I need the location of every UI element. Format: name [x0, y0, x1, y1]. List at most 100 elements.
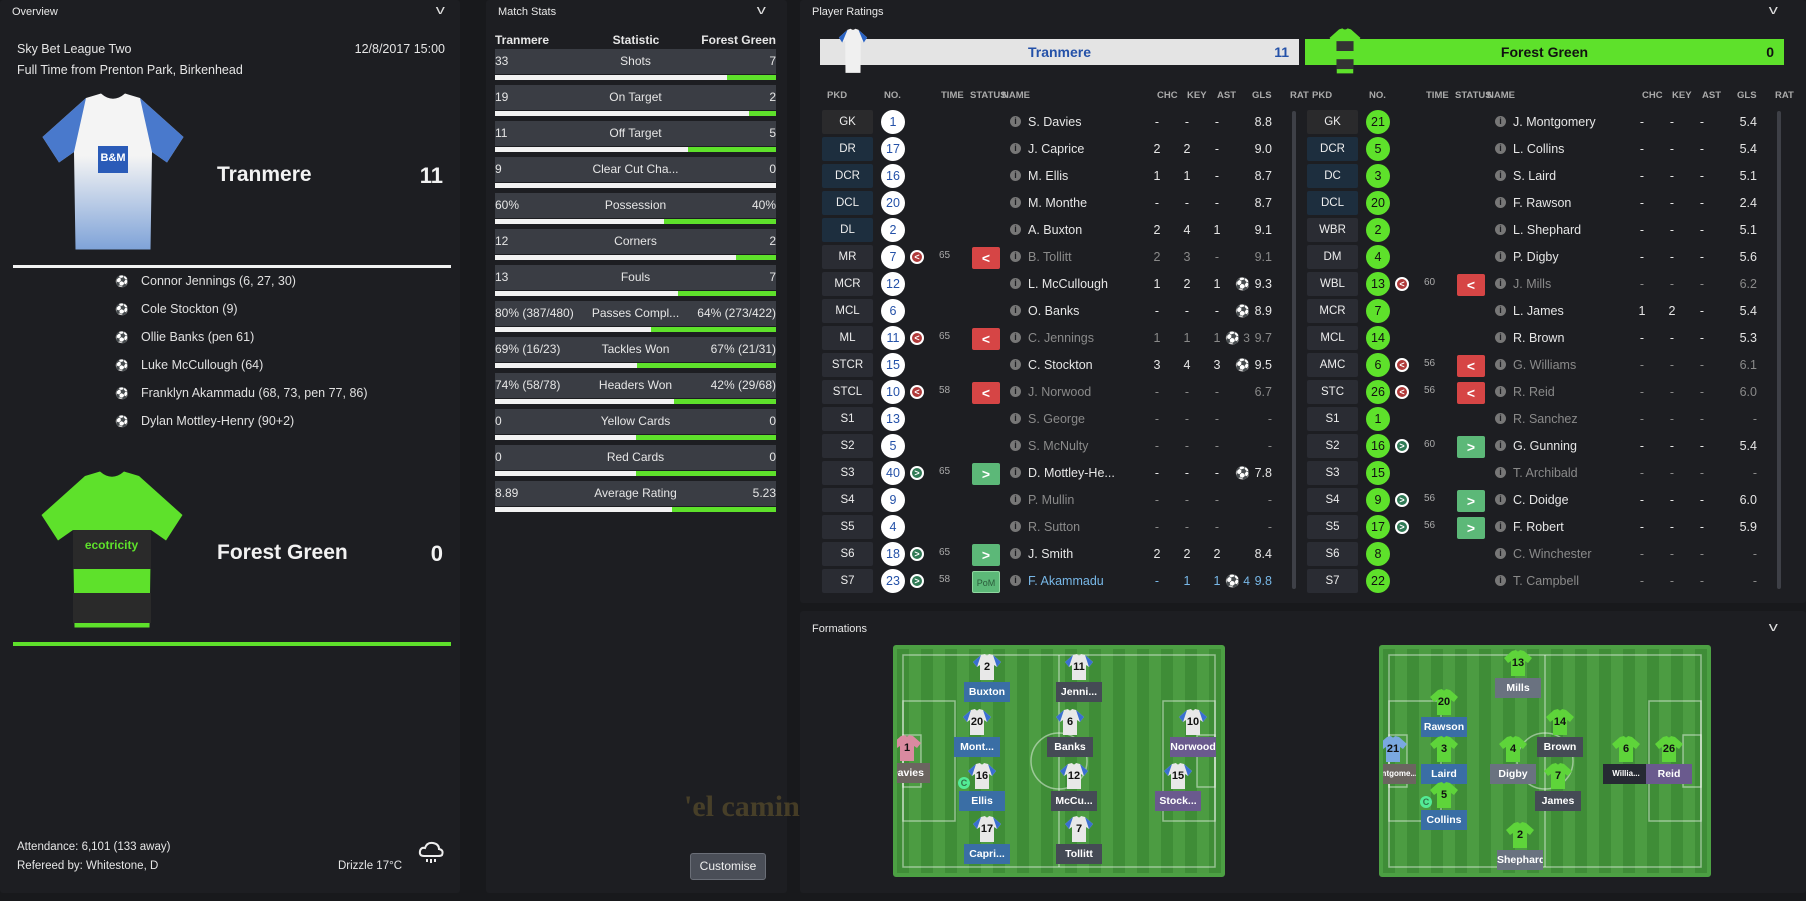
- column-header-pkd[interactable]: PKD: [1312, 90, 1333, 101]
- column-header-status[interactable]: STATUS: [1455, 90, 1492, 101]
- player-name[interactable]: C. Jennings: [1028, 331, 1095, 345]
- info-icon[interactable]: i: [1010, 251, 1021, 262]
- player-row[interactable]: MCR 7 i L. James 1 2 - 5.4: [1307, 299, 1777, 323]
- info-icon[interactable]: i: [1495, 494, 1506, 505]
- info-icon[interactable]: i: [1010, 413, 1021, 424]
- column-header-gls[interactable]: GLS: [1252, 90, 1272, 101]
- info-icon[interactable]: i: [1495, 251, 1506, 262]
- player-row[interactable]: S4 9 i P. Mullin - - - -: [822, 488, 1292, 512]
- player-name[interactable]: T. Campbell: [1513, 574, 1579, 588]
- player-row[interactable]: S4 9 >56 > i C. Doidge - - - 6.0: [1307, 488, 1777, 512]
- player-row[interactable]: DCR 5 i L. Collins - - - 5.4: [1307, 137, 1777, 161]
- info-icon[interactable]: i: [1495, 143, 1506, 154]
- player-name[interactable]: L. Collins: [1513, 142, 1565, 156]
- player-row[interactable]: S2 5 i S. McNulty - - - -: [822, 434, 1292, 458]
- player-name[interactable]: M. Ellis: [1028, 169, 1069, 183]
- away-scrollbar[interactable]: [1777, 111, 1781, 589]
- column-header-time[interactable]: TIME: [1426, 90, 1449, 101]
- info-icon[interactable]: i: [1495, 521, 1506, 532]
- info-icon[interactable]: i: [1495, 359, 1506, 370]
- customise-button[interactable]: Customise: [690, 853, 766, 880]
- player-name[interactable]: C. Winchester: [1513, 547, 1592, 561]
- player-name[interactable]: D. Mottley-He...: [1028, 466, 1115, 480]
- player-row[interactable]: S3 15 i T. Archibald - - - -: [1307, 461, 1777, 485]
- info-icon[interactable]: i: [1010, 143, 1021, 154]
- player-name[interactable]: F. Rawson: [1513, 196, 1572, 210]
- player-name[interactable]: A. Buxton: [1028, 223, 1083, 237]
- player-name[interactable]: J. Montgomery: [1513, 115, 1596, 129]
- player-row[interactable]: DCL 20 i F. Rawson - - - 2.4: [1307, 191, 1777, 215]
- column-header-name[interactable]: NAME: [1487, 90, 1515, 101]
- column-header-rat[interactable]: RAT: [1290, 90, 1309, 101]
- info-icon[interactable]: i: [1010, 359, 1021, 370]
- player-name[interactable]: J. Mills: [1513, 277, 1552, 291]
- player-name[interactable]: J. Caprice: [1028, 142, 1085, 156]
- player-row[interactable]: DR 17 i J. Caprice 2 2 - 9.0: [822, 137, 1292, 161]
- info-icon[interactable]: i: [1010, 332, 1021, 343]
- player-name[interactable]: R. Sutton: [1028, 520, 1081, 534]
- player-name[interactable]: J. Smith: [1028, 547, 1074, 561]
- player-row[interactable]: STCR 15 i C. Stockton 3 4 3 ⚽ 9.5: [822, 353, 1292, 377]
- player-row[interactable]: WBL 13 <60 < i J. Mills - - - 6.2: [1307, 272, 1777, 296]
- info-icon[interactable]: i: [1495, 305, 1506, 316]
- player-row[interactable]: MCL 6 i O. Banks - - - ⚽ 8.9: [822, 299, 1292, 323]
- player-row[interactable]: DM 4 i P. Digby - - - 5.6: [1307, 245, 1777, 269]
- player-name[interactable]: B. Tollitt: [1028, 250, 1072, 264]
- player-name[interactable]: T. Archibald: [1513, 466, 1578, 480]
- column-header-no[interactable]: NO.: [884, 90, 901, 101]
- player-row[interactable]: S6 8 i C. Winchester - - - -: [1307, 542, 1777, 566]
- info-icon[interactable]: i: [1010, 386, 1021, 397]
- info-icon[interactable]: i: [1010, 224, 1021, 235]
- player-row[interactable]: S3 40 >65 > i D. Mottley-He... - - - ⚽ 7.8: [822, 461, 1292, 485]
- player-row[interactable]: WBR 2 i L. Shephard - - - 5.1: [1307, 218, 1777, 242]
- column-header-key[interactable]: KEY: [1672, 90, 1692, 101]
- player-row[interactable]: DL 2 i A. Buxton 2 4 1 9.1: [822, 218, 1292, 242]
- player-row[interactable]: GK 1 i S. Davies - - - 8.8: [822, 110, 1292, 134]
- column-header-ast[interactable]: AST: [1702, 90, 1721, 101]
- info-icon[interactable]: i: [1010, 197, 1021, 208]
- info-icon[interactable]: i: [1010, 116, 1021, 127]
- info-icon[interactable]: i: [1010, 548, 1021, 559]
- info-icon[interactable]: i: [1010, 278, 1021, 289]
- info-icon[interactable]: i: [1010, 440, 1021, 451]
- player-name[interactable]: R. Sanchez: [1513, 412, 1578, 426]
- info-icon[interactable]: i: [1495, 197, 1506, 208]
- player-row[interactable]: S5 4 i R. Sutton - - - -: [822, 515, 1292, 539]
- player-row[interactable]: S7 22 i T. Campbell - - - -: [1307, 569, 1777, 593]
- player-name[interactable]: P. Digby: [1513, 250, 1559, 264]
- column-header-chc[interactable]: CHC: [1157, 90, 1178, 101]
- player-name[interactable]: S. McNulty: [1028, 439, 1089, 453]
- player-row[interactable]: STCL 10 <58 < i J. Norwood - - - 6.7: [822, 380, 1292, 404]
- info-icon[interactable]: i: [1495, 386, 1506, 397]
- info-icon[interactable]: i: [1495, 575, 1506, 586]
- player-name[interactable]: O. Banks: [1028, 304, 1080, 318]
- player-name[interactable]: C. Stockton: [1028, 358, 1093, 372]
- column-header-time[interactable]: TIME: [941, 90, 964, 101]
- home-scrollbar[interactable]: [1292, 111, 1296, 589]
- player-row[interactable]: S2 16 >60 > i G. Gunning - - - 5.4: [1307, 434, 1777, 458]
- player-name[interactable]: F. Akammadu: [1028, 574, 1104, 588]
- column-header-chc[interactable]: CHC: [1642, 90, 1663, 101]
- info-icon[interactable]: i: [1010, 170, 1021, 181]
- info-icon[interactable]: i: [1495, 548, 1506, 559]
- info-icon[interactable]: i: [1495, 116, 1506, 127]
- info-icon[interactable]: i: [1495, 467, 1506, 478]
- player-row[interactable]: DCL 20 i M. Monthe - - - 8.7: [822, 191, 1292, 215]
- player-row[interactable]: S7 23 >58 PoM i F. Akammadu - 1 1 ⚽ 4 9.8: [822, 569, 1292, 593]
- info-icon[interactable]: i: [1010, 467, 1021, 478]
- away-team-bar[interactable]: Forest Green 0: [1305, 39, 1784, 65]
- player-name[interactable]: J. Norwood: [1028, 385, 1092, 399]
- player-name[interactable]: L. James: [1513, 304, 1564, 318]
- player-row[interactable]: STC 26 <56 < i R. Reid - - - 6.0: [1307, 380, 1777, 404]
- chevron-down-icon[interactable]: v: [1768, 619, 1778, 634]
- info-icon[interactable]: i: [1010, 521, 1021, 532]
- info-icon[interactable]: i: [1495, 278, 1506, 289]
- info-icon[interactable]: i: [1010, 305, 1021, 316]
- player-row[interactable]: GK 21 i J. Montgomery - - - 5.4: [1307, 110, 1777, 134]
- column-header-rat[interactable]: RAT: [1775, 90, 1794, 101]
- player-row[interactable]: S1 13 i S. George - - - -: [822, 407, 1292, 431]
- player-name[interactable]: S. Laird: [1513, 169, 1557, 183]
- player-row[interactable]: DC 3 i S. Laird - - - 5.1: [1307, 164, 1777, 188]
- column-header-gls[interactable]: GLS: [1737, 90, 1757, 101]
- home-team-bar[interactable]: Tranmere 11: [820, 39, 1299, 65]
